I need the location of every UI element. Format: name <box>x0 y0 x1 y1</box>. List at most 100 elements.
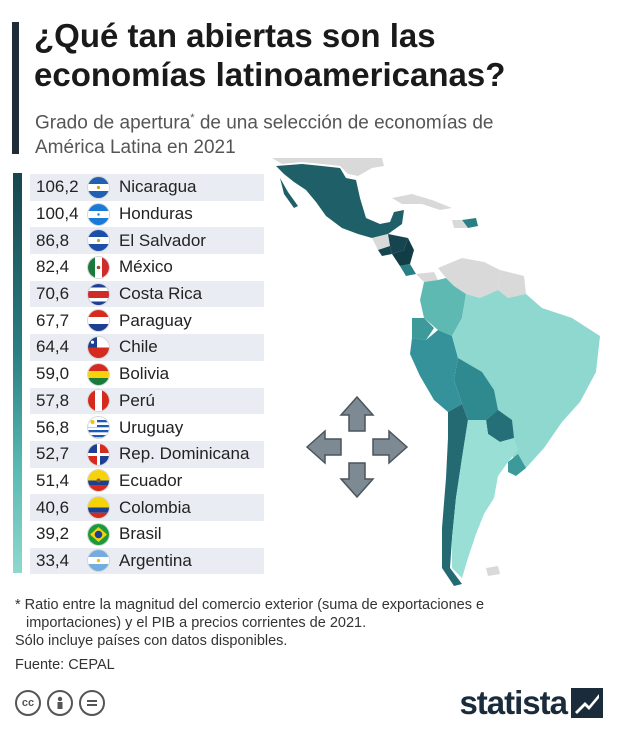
map-no-data-cuba <box>392 194 452 210</box>
statista-wordmark: statista <box>459 684 568 721</box>
flag-icon <box>88 497 109 519</box>
country-value: 51,4 <box>36 470 70 490</box>
list-item: 52,7 Rep. Dominicana <box>30 440 264 468</box>
pan-right-arrow <box>372 429 409 465</box>
map-region-colombia <box>420 278 466 336</box>
flag-icon <box>88 363 109 385</box>
country-name: Paraguay <box>119 310 192 330</box>
equal-icon[interactable] <box>79 690 105 716</box>
flag-icon <box>88 550 109 572</box>
footnote-line-1: * Ratio entre la magnitud del comercio e… <box>15 597 485 613</box>
map-region-brasil <box>452 290 600 468</box>
person-icon[interactable] <box>47 690 73 716</box>
country-name: Costa Rica <box>119 284 203 304</box>
map-no-data-north <box>272 158 384 176</box>
flag-icon <box>88 310 109 332</box>
country-name: Ecuador <box>119 470 183 490</box>
map-region-ecuador <box>412 318 434 340</box>
list-item: 100,4 Honduras <box>30 201 264 228</box>
footnote: * Ratio entre la magnitud del comercio e… <box>15 596 605 674</box>
list-item: 82,4 México <box>30 254 264 281</box>
country-name: Bolivia <box>119 364 170 384</box>
statista-logo[interactable]: statista <box>459 684 603 722</box>
list-item: 67,7 Paraguay <box>30 307 264 334</box>
country-name: Chile <box>119 337 158 357</box>
country-value: 40,6 <box>36 497 70 517</box>
country-name: Colombia <box>119 497 191 517</box>
list-item: 64,4 Chile <box>30 334 264 361</box>
country-value: 64,4 <box>36 337 70 357</box>
flag-icon <box>88 256 109 278</box>
country-value: 86,8 <box>36 230 70 250</box>
map-region-mexico <box>276 164 404 238</box>
country-value: 33,4 <box>36 550 70 570</box>
country-value: 52,7 <box>36 444 70 464</box>
map-region-paraguay <box>486 410 514 442</box>
title-accent-bar <box>12 22 19 154</box>
country-value: 59,0 <box>36 364 70 384</box>
flag-icon <box>88 230 109 252</box>
country-value: 82,4 <box>36 257 70 277</box>
country-value: 100,4 <box>36 204 79 224</box>
country-value: 57,8 <box>36 390 70 410</box>
country-name: Brasil <box>119 524 162 544</box>
subtitle-end: de una selección de economías de América… <box>35 112 494 159</box>
flag-icon <box>88 523 109 545</box>
country-value: 67,7 <box>36 310 70 330</box>
list-item: 59,0 Bolivia <box>30 361 264 388</box>
pan-left-arrow <box>305 429 342 465</box>
country-value: 106,2 <box>36 177 79 197</box>
list-item: 56,8 Uruguay <box>30 414 264 441</box>
map-region-uruguay <box>508 454 526 476</box>
pan-up-arrow <box>339 395 375 432</box>
page-title: ¿Qué tan abiertas son las economías lati… <box>34 17 506 93</box>
footnote-line-2: importaciones) y el PIB a precios corrie… <box>26 615 367 631</box>
footnote-line-3: Sólo incluye países con datos disponible… <box>15 633 288 649</box>
flag-icon <box>88 443 109 465</box>
map-region-bolivia <box>454 358 498 420</box>
pan-down-arrow <box>339 462 375 499</box>
map-no-data-panama <box>416 272 438 282</box>
flag-icon <box>88 283 109 305</box>
map-region-rep-dominicana <box>462 218 478 228</box>
license-icons: cc <box>15 690 105 716</box>
list-item: 70,6 Costa Rica <box>30 280 264 308</box>
country-name: Argentina <box>119 550 192 570</box>
subtitle-start: Grado de apertura <box>35 112 191 134</box>
subtitle-footnote-mark: * <box>190 112 195 124</box>
flag-icon <box>88 336 109 358</box>
map-region-honduras <box>388 234 408 254</box>
pan-arrows-icon[interactable] <box>305 395 409 499</box>
map-region-chile <box>442 404 468 586</box>
country-name: Rep. Dominicana <box>119 444 250 464</box>
list-item: 51,4 Ecuador <box>30 468 264 495</box>
map-no-data-haiti <box>452 220 468 228</box>
page-subtitle: Grado de apertura* de una selección de e… <box>35 106 555 160</box>
map-region-peru <box>410 330 462 412</box>
list-item: 33,4 Argentina <box>30 547 264 575</box>
flag-icon <box>88 417 109 439</box>
map-no-data-islands <box>486 566 500 576</box>
map-region-costa-rica <box>400 264 416 276</box>
country-value: 39,2 <box>36 524 70 544</box>
map-no-data-venezuela <box>438 258 500 298</box>
map-no-data-guianas <box>498 270 526 298</box>
country-name: Uruguay <box>119 417 184 437</box>
list-item: 86,8 El Salvador <box>30 227 264 255</box>
color-scale-bar <box>13 173 22 573</box>
country-ranking-list: 106,2 Nicaragua 100,4 Honduras 86,8 El Salvad… <box>30 174 264 575</box>
map-region-nicaragua <box>392 238 414 266</box>
country-name: El Salvador <box>119 230 206 250</box>
list-item: 57,8 Perú <box>30 387 264 415</box>
flag-icon <box>88 390 109 412</box>
map-region-argentina <box>452 420 518 578</box>
list-item: 40,6 Colombia <box>30 494 264 521</box>
list-item: 106,2 Nicaragua <box>30 174 264 201</box>
country-name: Perú <box>119 390 155 410</box>
latin-america-map <box>272 158 600 586</box>
country-value: 70,6 <box>36 284 70 304</box>
flag-icon <box>88 470 109 492</box>
country-name: Honduras <box>119 204 193 224</box>
cc-icon[interactable]: cc <box>15 690 41 716</box>
map-region-el-salvador <box>378 246 392 256</box>
